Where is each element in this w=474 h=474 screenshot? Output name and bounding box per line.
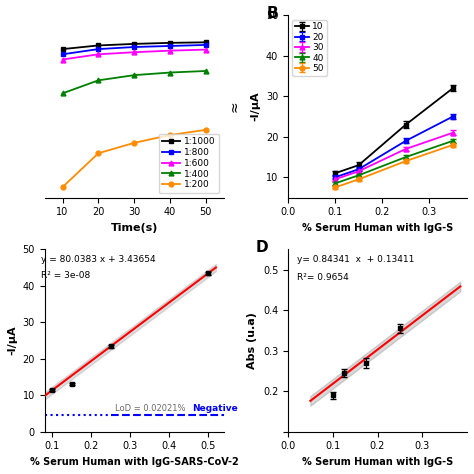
Text: y= 0.84341  x  + 0.13411: y= 0.84341 x + 0.13411 bbox=[297, 255, 414, 264]
1:600 bbox=[95, 52, 101, 57]
1:400 bbox=[203, 68, 209, 74]
X-axis label: % Serum Human with IgG-SARS-CoV-2: % Serum Human with IgG-SARS-CoV-2 bbox=[30, 457, 238, 467]
Legend: 1:1000, 1:800, 1:600, 1:400, 1:200: 1:1000, 1:800, 1:600, 1:400, 1:200 bbox=[159, 134, 219, 193]
Text: R²= 0.9654: R²= 0.9654 bbox=[297, 273, 349, 282]
Text: B: B bbox=[266, 6, 278, 21]
X-axis label: % Serum Human with IgG-S: % Serum Human with IgG-S bbox=[302, 457, 453, 467]
1:800 bbox=[203, 42, 209, 48]
1:600 bbox=[167, 48, 173, 54]
1:200 bbox=[60, 184, 65, 190]
Line: 1:800: 1:800 bbox=[60, 43, 208, 57]
1:400 bbox=[60, 91, 65, 96]
Y-axis label: Abs (u.a): Abs (u.a) bbox=[247, 312, 257, 369]
Text: Negative: Negative bbox=[192, 404, 238, 413]
Line: 1:1000: 1:1000 bbox=[60, 40, 208, 52]
Text: y = 80.0383 x + 3.43654: y = 80.0383 x + 3.43654 bbox=[41, 255, 155, 264]
1:600 bbox=[131, 49, 137, 55]
Text: $\approx$: $\approx$ bbox=[228, 101, 242, 117]
1:200 bbox=[131, 140, 137, 146]
Line: 1:400: 1:400 bbox=[60, 69, 208, 96]
1:1000 bbox=[131, 41, 137, 47]
1:600 bbox=[203, 47, 209, 53]
1:400 bbox=[131, 73, 137, 78]
1:1000 bbox=[60, 46, 65, 52]
1:1000 bbox=[167, 40, 173, 46]
Line: 1:600: 1:600 bbox=[60, 47, 208, 62]
1:400 bbox=[167, 70, 173, 75]
1:200 bbox=[95, 150, 101, 156]
1:1000 bbox=[95, 43, 101, 48]
1:400 bbox=[95, 78, 101, 83]
1:600 bbox=[60, 57, 65, 63]
Text: D: D bbox=[256, 240, 268, 255]
Line: 1:200: 1:200 bbox=[60, 128, 208, 190]
X-axis label: Time(s): Time(s) bbox=[110, 223, 158, 233]
1:800 bbox=[167, 43, 173, 49]
Y-axis label: -I/μA: -I/μA bbox=[7, 326, 17, 356]
1:200 bbox=[203, 127, 209, 133]
1:800 bbox=[95, 46, 101, 52]
X-axis label: % Serum Human with IgG-S: % Serum Human with IgG-S bbox=[302, 223, 453, 233]
Legend: 10, 20, 30, 40, 50: 10, 20, 30, 40, 50 bbox=[292, 20, 327, 75]
1:200 bbox=[167, 132, 173, 138]
Text: R² = 3e-08: R² = 3e-08 bbox=[41, 271, 90, 280]
1:800 bbox=[131, 44, 137, 50]
Text: LoD = 0.02021%: LoD = 0.02021% bbox=[115, 404, 185, 413]
1:1000 bbox=[203, 39, 209, 45]
Y-axis label: -I/μA: -I/μA bbox=[250, 91, 260, 121]
1:800 bbox=[60, 52, 65, 57]
